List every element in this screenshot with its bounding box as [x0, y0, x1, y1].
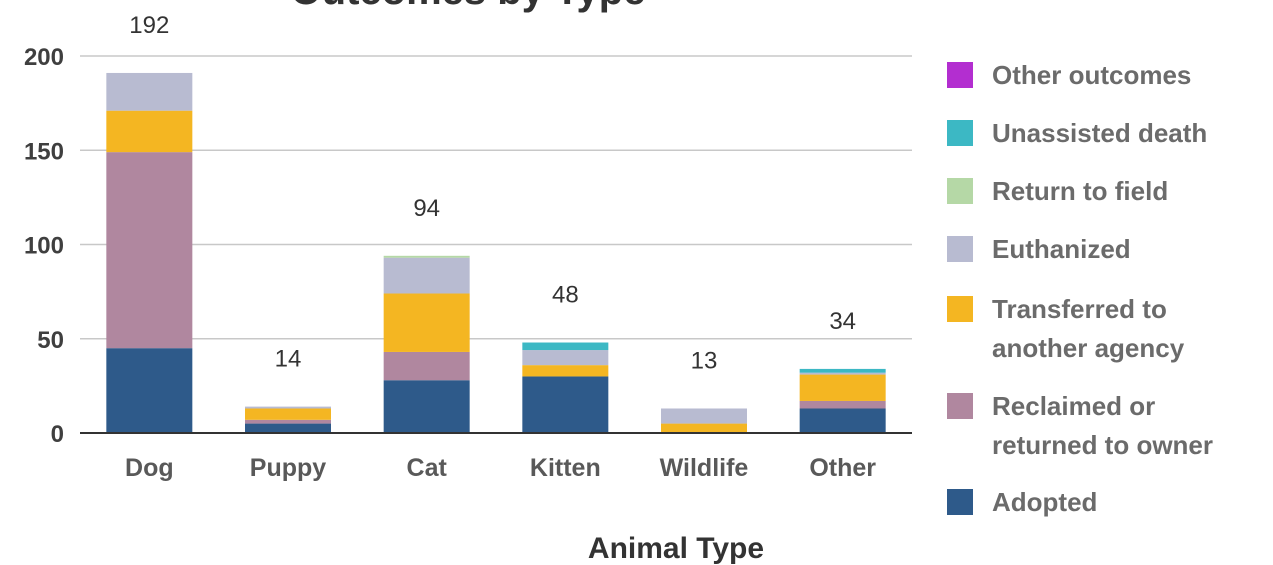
y-tick-label: 150	[24, 138, 64, 165]
x-axis-label: Animal Type	[588, 532, 764, 565]
gridlines	[80, 55, 912, 340]
bar-segment-other-3	[799, 372, 886, 375]
bar-total-label: 94	[413, 195, 440, 222]
legend-label: returned to owner	[992, 430, 1213, 460]
legend-label: Other outcomes	[992, 60, 1191, 90]
bar-total-label: 192	[129, 12, 169, 39]
bar-total-label: 48	[552, 282, 579, 309]
y-tick-label: 50	[37, 327, 64, 354]
x-tick-label: Wildlife	[660, 454, 749, 482]
legend: Other outcomes Unassisted death Return to …	[947, 60, 1213, 517]
bar-total-label: 34	[829, 308, 856, 335]
legend-label: Euthanized	[992, 234, 1131, 264]
bar-segment-puppy-3	[245, 406, 331, 409]
y-tick-label: 0	[51, 421, 64, 448]
bar-segment-kitten-3	[522, 350, 609, 366]
bar-segment-cat-3	[383, 257, 470, 294]
bar-segment-dog-0	[106, 348, 193, 433]
legend-swatch	[947, 120, 973, 146]
bar-segment-puppy-0	[245, 423, 331, 433]
bar-total-label: 13	[691, 347, 718, 374]
legend-label: Adopted	[992, 487, 1097, 517]
bar-segment-wildlife-3	[661, 408, 747, 424]
x-tick-label: Other	[809, 454, 876, 482]
legend-swatch	[947, 393, 973, 419]
bars	[106, 72, 886, 433]
legend-swatch	[947, 62, 973, 88]
legend-swatch	[947, 178, 973, 204]
bar-segment-cat-0	[383, 380, 470, 433]
bar-segment-other-1	[799, 400, 886, 409]
y-tick-label: 200	[24, 44, 64, 71]
bar-segment-cat-2	[383, 293, 470, 352]
legend-swatch	[947, 489, 973, 515]
bar-segment-dog-3	[106, 72, 193, 111]
bar-segment-dog-1	[106, 152, 193, 349]
y-tick-label: 100	[24, 233, 64, 260]
x-tick-label: Dog	[125, 454, 174, 482]
bar-segment-puppy-2	[245, 408, 331, 420]
x-tick-label: Kitten	[530, 454, 601, 482]
x-axis-ticks: Dog Puppy Cat Kitten Wildlife Other	[125, 454, 876, 482]
bar-segment-kitten-0	[522, 376, 609, 433]
legend-swatch	[947, 296, 973, 322]
legend-label: Reclaimed or	[992, 391, 1155, 421]
legend-label: another agency	[992, 333, 1185, 363]
legend-label: Transferred to	[992, 294, 1167, 324]
bar-segment-dog-2	[106, 110, 193, 153]
bar-segment-other-2	[799, 374, 886, 401]
bar-segment-cat-4	[383, 255, 470, 258]
bar-segment-kitten-5	[522, 342, 609, 351]
legend-swatch	[947, 236, 973, 262]
y-axis-ticks: 0 50 100 150 200	[24, 44, 64, 448]
legend-label: Return to field	[992, 176, 1168, 206]
x-tick-label: Puppy	[250, 454, 326, 482]
bar-segment-other-0	[799, 408, 886, 433]
bar-segment-other-5	[799, 368, 886, 373]
bar-segment-puppy-1	[245, 419, 331, 424]
chart-title: Outcomes by Type	[291, 0, 646, 13]
bar-total-label: 14	[275, 346, 302, 373]
legend-label: Unassisted death	[992, 118, 1207, 148]
bar-segment-cat-1	[383, 351, 470, 381]
bar-total-labels: 192 14 94 48 13 34	[129, 12, 856, 375]
x-tick-label: Cat	[407, 454, 448, 482]
bar-segment-wildlife-2	[661, 423, 747, 433]
bar-segment-kitten-2	[522, 365, 609, 377]
